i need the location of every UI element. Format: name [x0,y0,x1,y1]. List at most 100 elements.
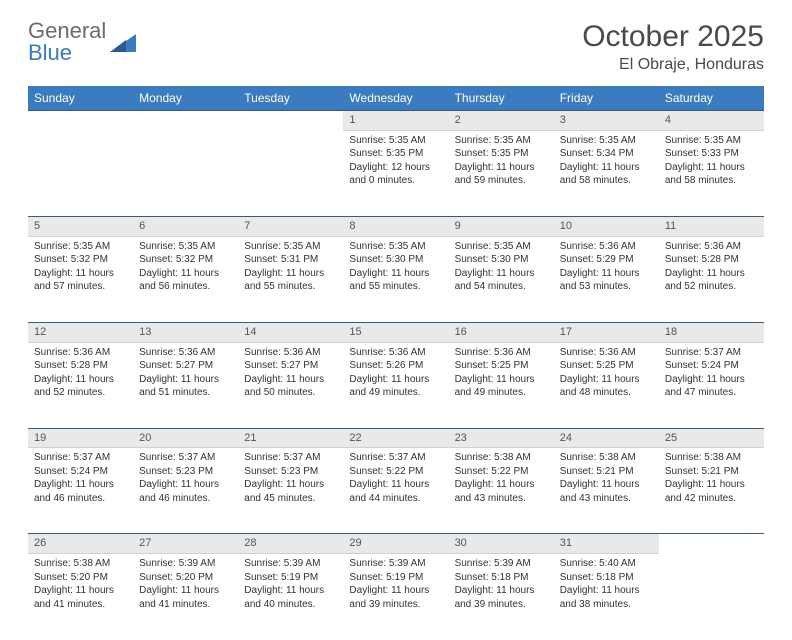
day-detail-cell: Sunrise: 5:35 AMSunset: 5:35 PMDaylight:… [449,130,554,216]
day-detail-cell: Sunrise: 5:37 AMSunset: 5:22 PMDaylight:… [343,448,448,534]
logo-triangle-icon [110,32,136,52]
day-detail-cell: Sunrise: 5:36 AMSunset: 5:28 PMDaylight:… [659,236,764,322]
day-number-cell: 2 [449,111,554,131]
sunrise-text: Sunrise: 5:35 AM [349,240,442,254]
sunrise-text: Sunrise: 5:35 AM [560,134,653,148]
day-detail-cell: Sunrise: 5:37 AMSunset: 5:24 PMDaylight:… [659,342,764,428]
sunrise-text: Sunrise: 5:38 AM [34,557,127,571]
sunrise-text: Sunrise: 5:35 AM [455,134,548,148]
sunset-text: Sunset: 5:28 PM [665,253,758,267]
day-number-cell: 1 [343,111,448,131]
sunrise-text: Sunrise: 5:35 AM [455,240,548,254]
daylight-text: Daylight: 11 hours and 41 minutes. [139,584,232,611]
day-number-cell: 20 [133,428,238,448]
day-number-row: 19202122232425 [28,428,764,448]
day-number-cell: 11 [659,216,764,236]
sunrise-text: Sunrise: 5:35 AM [139,240,232,254]
day-detail-row: Sunrise: 5:37 AM Sunset: 5:24 PM Daylight:… [28,448,764,534]
daylight-text: Daylight: 11 hours and 50 minutes. [244,373,337,400]
day-detail-cell: Sunrise: 5:35 AMSunset: 5:31 PMDaylight:… [238,236,343,322]
day-detail-cell: Sunrise: 5:37 AMSunset: 5:24 PMDaylight:… [28,448,133,534]
day-detail-cell [238,130,343,216]
daylight-text: Daylight: 11 hours and 48 minutes. [560,373,653,400]
day-number-cell: 26 [28,534,133,554]
day-detail-cell: Sunrise: 5:35 AMSunset: 5:34 PMDaylight:… [554,130,659,216]
sunset-text: Sunset: 5:24 PM [34,465,127,479]
sunrise-text: Sunrise: 5:39 AM [349,557,442,571]
sunset-text: Sunset: 5:21 PM [560,465,653,479]
sunset-text: Sunset: 5:35 PM [349,147,442,161]
day-number-cell: 29 [343,534,448,554]
day-detail-cell: Sunrise: 5:35 AMSunset: 5:33 PMDaylight:… [659,130,764,216]
sunrise-text: Sunrise: 5:37 AM [139,451,232,465]
sunset-text: Sunset: 5:27 PM [139,359,232,373]
day-number-cell: 19 [28,428,133,448]
day-detail-cell: Sunrise: 5:39 AMSunset: 5:18 PMDaylight:… [449,554,554,640]
daylight-text: Daylight: 11 hours and 58 minutes. [665,161,758,188]
daylight-text: Daylight: 11 hours and 55 minutes. [349,267,442,294]
daylight-text: Daylight: 11 hours and 38 minutes. [560,584,653,611]
day-detail-row: Sunrise: 5:36 AMSunset: 5:28 PMDaylight:… [28,342,764,428]
day-detail-cell: Sunrise: 5:36 AMSunset: 5:27 PMDaylight:… [133,342,238,428]
sunset-text: Sunset: 5:30 PM [349,253,442,267]
calendar-table: SundayMondayTuesdayWednesdayThursdayFrid… [28,86,764,640]
sunrise-text: Sunrise: 5:37 AM [244,451,337,465]
sunset-text: Sunset: 5:22 PM [455,465,548,479]
weekday-header: Monday [133,86,238,111]
sunrise-text: Sunrise: 5:35 AM [34,240,127,254]
weekday-header-row: SundayMondayTuesdayWednesdayThursdayFrid… [28,86,764,111]
daylight-text: Daylight: 11 hours and 43 minutes. [455,478,548,505]
day-detail-cell: Sunrise: 5:36 AMSunset: 5:25 PMDaylight:… [554,342,659,428]
daylight-text: Daylight: 11 hours and 58 minutes. [560,161,653,188]
sunrise-text: Sunrise: 5:37 AM [349,451,442,465]
day-number-row: 567891011 [28,216,764,236]
sunrise-text: Sunrise: 5:36 AM [665,240,758,254]
sunset-text: Sunset: 5:23 PM [139,465,232,479]
sunset-text: Sunset: 5:19 PM [349,571,442,585]
day-detail-cell: Sunrise: 5:39 AMSunset: 5:20 PMDaylight:… [133,554,238,640]
logo-line1: General [28,20,106,42]
day-detail-cell: Sunrise: 5:38 AMSunset: 5:20 PMDaylight:… [28,554,133,640]
sunrise-text: Sunrise: 5:36 AM [244,346,337,360]
day-number-cell: 25 [659,428,764,448]
sunrise-text: Sunrise: 5:36 AM [34,346,127,360]
day-detail-cell: Sunrise: 5:39 AMSunset: 5:19 PMDaylight:… [238,554,343,640]
sunset-text: Sunset: 5:28 PM [34,359,127,373]
daylight-text: Daylight: 11 hours and 39 minutes. [349,584,442,611]
sunset-text: Sunset: 5:29 PM [560,253,653,267]
day-detail-cell: Sunrise: 5:38 AMSunset: 5:21 PMDaylight:… [659,448,764,534]
sunset-text: Sunset: 5:25 PM [455,359,548,373]
day-detail-row: Sunrise: 5:35 AMSunset: 5:32 PMDaylight:… [28,236,764,322]
day-number-cell: 6 [133,216,238,236]
header: General Blue October 2025 El Obraje, Hon… [28,20,764,74]
day-detail-cell: Sunrise: 5:36 AMSunset: 5:28 PMDaylight:… [28,342,133,428]
daylight-text: Daylight: 11 hours and 42 minutes. [665,478,758,505]
day-number-cell: 8 [343,216,448,236]
day-number-row: 12131415161718 [28,322,764,342]
day-detail-cell [28,130,133,216]
sunset-text: Sunset: 5:25 PM [560,359,653,373]
sunset-text: Sunset: 5:18 PM [560,571,653,585]
daylight-text: Daylight: 11 hours and 46 minutes. [139,478,232,505]
sunrise-text: Sunrise: 5:36 AM [455,346,548,360]
day-number-cell: 22 [343,428,448,448]
day-number-cell: 13 [133,322,238,342]
sunset-text: Sunset: 5:32 PM [34,253,127,267]
month-title: October 2025 [582,20,764,54]
day-number-cell: 24 [554,428,659,448]
sunrise-text: Sunrise: 5:39 AM [244,557,337,571]
day-number-cell: 4 [659,111,764,131]
day-detail-cell: Sunrise: 5:37 AMSunset: 5:23 PMDaylight:… [238,448,343,534]
daylight-text: Daylight: 11 hours and 59 minutes. [455,161,548,188]
daylight-text: Daylight: 11 hours and 53 minutes. [560,267,653,294]
day-number-cell: 31 [554,534,659,554]
sunset-text: Sunset: 5:23 PM [244,465,337,479]
weekday-header: Saturday [659,86,764,111]
daylight-text: Daylight: 11 hours and 54 minutes. [455,267,548,294]
sunrise-text: Sunrise: 5:37 AM [665,346,758,360]
day-number-cell: 10 [554,216,659,236]
day-detail-cell: Sunrise: 5:39 AMSunset: 5:19 PMDaylight:… [343,554,448,640]
day-number-cell [28,111,133,131]
day-number-cell: 5 [28,216,133,236]
logo: General Blue [28,20,136,64]
